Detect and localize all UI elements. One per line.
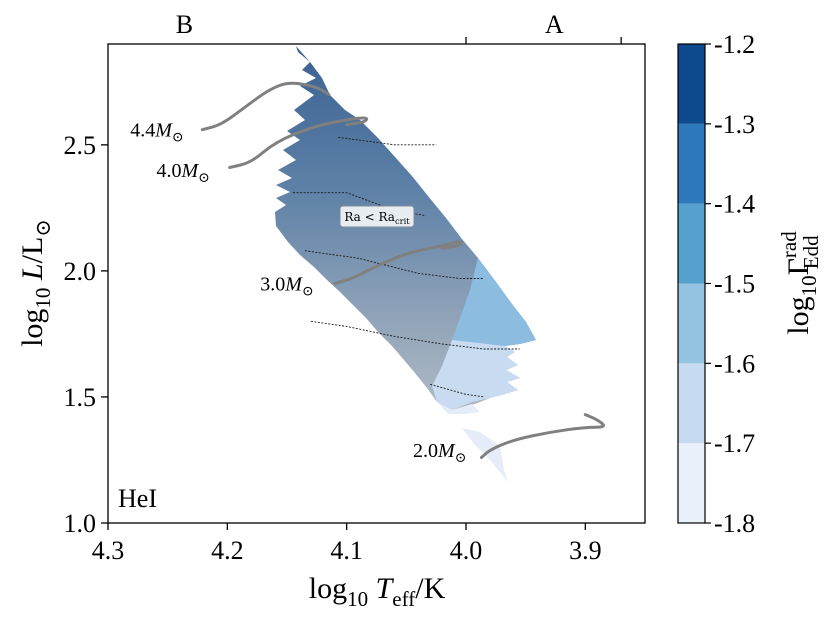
- colorbar-tick-label: -1.3: [714, 110, 755, 139]
- colorbar-segment: [678, 123, 705, 204]
- track-label: 4.0M⊙: [156, 160, 209, 186]
- x-tick-label: 4.0: [450, 536, 483, 565]
- colorbar-segment: [678, 203, 705, 284]
- panel-label: HeI: [118, 484, 157, 513]
- track-line: [480, 413, 605, 459]
- light-patch: [432, 340, 520, 410]
- colorbar: -1.8 -1.7 -1.6 -1.5 -1.4 -1.3 -1.2: [677, 30, 755, 538]
- x-tick-label: 4.3: [92, 536, 125, 565]
- x-tick-label: 4.2: [211, 536, 244, 565]
- isocontour-line: [338, 136, 437, 146]
- ra-annotation-box: [339, 205, 415, 228]
- x-tick-label: 3.9: [569, 536, 602, 565]
- plot-frame: [107, 43, 646, 524]
- x-axis: 4.3 4.2 4.1 4.0 3.9: [92, 523, 602, 565]
- track-label: 3.0M⊙: [260, 274, 313, 300]
- blue-patch: [452, 258, 536, 346]
- spectral-class-label: B: [176, 10, 193, 39]
- colorbar-segment: [678, 283, 705, 364]
- contour-region: [275, 46, 536, 482]
- track-line: [333, 240, 463, 285]
- colorbar-title: log10ΓradEdd: [777, 231, 823, 335]
- y-tick-label: 2.5: [64, 131, 97, 160]
- y-tick-label: 2.0: [64, 257, 97, 286]
- colorbar-tick-label: -1.6: [714, 349, 755, 378]
- colorbar-tick-label: -1.5: [714, 270, 755, 299]
- colorbar-tick-label: -1.4: [714, 190, 755, 219]
- y-axis: 1.0 1.5 2.0 2.5: [64, 131, 108, 538]
- track-line: [200, 81, 331, 132]
- colorbar-tick-label: -1.8: [714, 509, 755, 538]
- colorbar-segment: [678, 363, 705, 444]
- isocontour-line: [304, 250, 484, 279]
- track-line: [228, 116, 369, 169]
- isocontour-line: [430, 383, 484, 398]
- colorbar-segment: [678, 44, 705, 124]
- spectral-class-label: A: [545, 10, 564, 39]
- x-tick-label: 4.1: [330, 536, 363, 565]
- colorbar-tick-label: -1.2: [714, 30, 755, 59]
- ra-annotation-text: Ra < Racrit: [344, 210, 410, 226]
- colorbar-segment: [678, 443, 705, 523]
- faint-patch: [437, 402, 508, 482]
- y-axis-title: log10 L/L⊙: [16, 219, 55, 347]
- track-label: 4.4M⊙: [130, 120, 183, 146]
- y-tick-label: 1.0: [64, 509, 97, 538]
- x-axis-title: log10 Teff/K: [309, 572, 446, 611]
- track-label: 2.0M⊙: [413, 440, 466, 466]
- y-tick-label: 1.5: [64, 383, 97, 412]
- ra-annotation: Ra < Racrit: [339, 205, 415, 228]
- colorbar-tick-label: -1.7: [714, 429, 755, 458]
- isocontour-line: [310, 320, 520, 350]
- evolutionary-tracks: 4.4M⊙ 4.0M⊙ 3.0M⊙ 2.0M⊙: [130, 81, 605, 466]
